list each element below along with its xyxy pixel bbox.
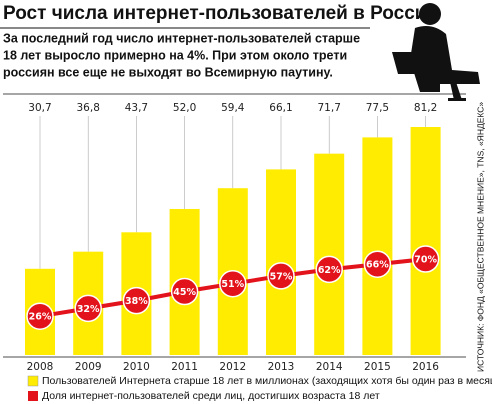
line-marker bbox=[219, 269, 247, 298]
x-tick-label: 2015 bbox=[364, 361, 391, 373]
line-marker bbox=[74, 294, 102, 323]
line-value-label: 57% bbox=[270, 271, 293, 282]
bar-value-label: 43,7 bbox=[125, 102, 148, 114]
bar-value-label: 71,7 bbox=[318, 102, 341, 114]
x-tick-label: 2014 bbox=[316, 361, 343, 373]
line-value-label: 62% bbox=[318, 265, 341, 276]
line-value-label: 32% bbox=[77, 304, 100, 315]
legend-swatch bbox=[28, 391, 38, 401]
legend-swatch bbox=[27, 375, 39, 387]
line-marker bbox=[170, 277, 199, 306]
line-marker bbox=[122, 286, 151, 315]
bar bbox=[362, 137, 393, 355]
chart-title: Рост числа интернет-пользователей в Росс… bbox=[3, 3, 438, 24]
subtitle: 18 лет выросло примерно на 4%. При этом … bbox=[3, 48, 347, 62]
x-tick-label: 2013 bbox=[268, 361, 295, 373]
bar-value-label: 36,8 bbox=[77, 102, 100, 114]
subtitle: россиян все еще не выходят во Всемирную … bbox=[3, 65, 333, 79]
line-value-label: 66% bbox=[366, 260, 389, 271]
bar-value-label: 52,0 bbox=[173, 102, 196, 114]
source: ИСТОЧНИК: ФОНД «ОБЩЕСТВЕННОЕ МНЕНИЕ», TN… bbox=[475, 102, 485, 372]
x-tick-label: 2012 bbox=[219, 361, 246, 373]
bar-value-label: 59,4 bbox=[221, 102, 245, 114]
x-tick-label: 2010 bbox=[123, 361, 150, 373]
bar-value-label: 66,1 bbox=[269, 102, 292, 114]
line-marker bbox=[411, 245, 440, 273]
x-tick-label: 2016 bbox=[412, 361, 439, 373]
line-value-label: 26% bbox=[29, 312, 52, 323]
bar bbox=[314, 153, 345, 355]
x-tick-label: 2008 bbox=[27, 361, 54, 373]
line-value-label: 45% bbox=[173, 287, 196, 298]
x-tick-label: 2011 bbox=[171, 361, 198, 373]
bar bbox=[410, 127, 441, 355]
line-marker bbox=[315, 255, 343, 284]
line-marker bbox=[26, 302, 54, 330]
silhouette bbox=[392, 3, 480, 101]
line-value-label: 70% bbox=[414, 255, 437, 266]
subtitle: За последний год число интернет-пользова… bbox=[3, 31, 360, 45]
line-marker bbox=[363, 250, 392, 278]
bar-value-label: 30,7 bbox=[28, 102, 51, 114]
line-marker bbox=[267, 262, 295, 290]
bar-value-label: 77,5 bbox=[366, 102, 389, 114]
legend-label: Пользователей Интернета старше 18 лет в … bbox=[42, 375, 492, 387]
line-value-label: 38% bbox=[125, 296, 148, 307]
bar-value-label: 81,2 bbox=[414, 102, 437, 114]
legend-label: Доля интернет-пользователей среди лиц, д… bbox=[42, 390, 380, 402]
line-value-label: 51% bbox=[221, 279, 244, 290]
x-tick-label: 2009 bbox=[75, 361, 102, 373]
